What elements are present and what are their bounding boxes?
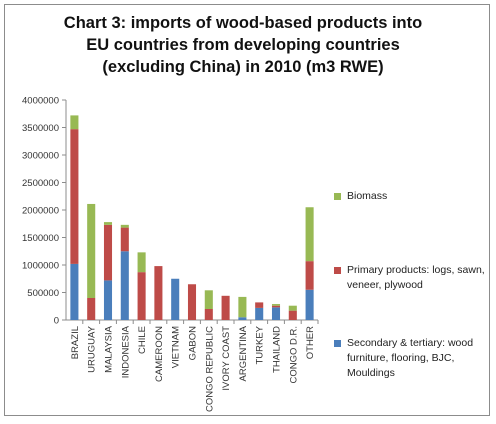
x-tick-label-brazil: BRAZIL: [70, 326, 81, 359]
y-tick-label: 4000000: [22, 96, 59, 107]
bar-segment-congo-d-r--s2: [288, 305, 297, 311]
bar-segment-indonesia-s0: [120, 251, 129, 320]
y-tick-label: 1500000: [22, 233, 59, 244]
legend-label: Biomass: [347, 190, 388, 202]
bar-segment-indonesia-s2: [120, 224, 129, 228]
chart-title: Chart 3: imports of wood-based products …: [0, 12, 486, 78]
bar-segment-brazil-s0: [70, 263, 79, 320]
bar-segment-thailand-s1: [271, 305, 281, 308]
x-tick-label-congo-republic: CONGO REPUBLIC: [204, 326, 215, 412]
bar-segment-other-s0: [305, 289, 314, 320]
bar-segment-brazil-s1: [70, 129, 79, 264]
bar-segment-brazil-s2: [70, 115, 79, 130]
bar-segment-argentina-s0: [238, 317, 247, 320]
x-tick-label-thailand: THAILAND: [272, 326, 283, 373]
x-tick-label-chile: CHILE: [137, 326, 148, 354]
bar-segment-thailand-s0: [271, 307, 281, 320]
bar-segment-chile-s1: [137, 272, 146, 320]
x-tick-label-indonesia: INDONESIA: [120, 325, 131, 378]
legend-item: Secondary & tertiary: wood furniture, fl…: [334, 336, 496, 381]
y-tick-label: 0: [54, 316, 59, 327]
bar-segment-gabon-s1: [187, 284, 197, 320]
y-tick-label: 3500000: [22, 123, 59, 134]
x-tick-label-other: OTHER: [305, 326, 316, 359]
bar-segment-turkey-s1: [255, 302, 264, 308]
x-tick-label-ivory-coast: IVORY COAST: [221, 326, 232, 391]
y-tick-label: 2500000: [22, 178, 59, 189]
bar-segment-ivory-coast-s1: [221, 295, 230, 320]
bar-segment-congo-republic-s1: [204, 309, 213, 320]
legend-swatch: [334, 340, 341, 347]
x-tick-label-malaysia: MALAYSIA: [104, 325, 115, 372]
x-tick-label-congo-d-r-: CONGO D.R.: [288, 326, 299, 384]
bar-segment-malaysia-s0: [103, 280, 113, 320]
bar-segment-uruguay-s2: [87, 203, 96, 298]
y-tick-label: 3000000: [22, 151, 59, 162]
legend-item: Primary products: logs, sawn, veneer, pl…: [334, 263, 496, 293]
bar-segment-vietnam-s0: [171, 278, 180, 320]
bar-segment-thailand-s2: [271, 304, 281, 306]
x-tick-label-uruguay: URUGUAY: [87, 325, 98, 372]
y-tick-label: 500000: [27, 288, 59, 299]
bar-segment-malaysia-s2: [103, 222, 113, 225]
chart-title-line-2: EU countries from developing countries: [86, 36, 400, 54]
bar-segment-uruguay-s1: [87, 298, 96, 320]
bar-segment-indonesia-s1: [120, 227, 129, 252]
y-tick-label: 2000000: [22, 206, 59, 217]
bar-segment-chile-s2: [137, 252, 146, 273]
bar-segment-other-s2: [305, 207, 314, 262]
chart-title-line-3: (excluding China) in 2010 (m3 RWE): [102, 58, 384, 76]
bar-segment-turkey-s0: [255, 307, 264, 320]
bar-segment-argentina-s2: [238, 296, 247, 318]
x-tick-label-turkey: TURKEY: [255, 325, 266, 364]
bar-segment-cameroon-s1: [154, 266, 163, 320]
x-tick-label-vietnam: VIETNAM: [171, 326, 182, 368]
y-tick-label: 1000000: [22, 261, 59, 272]
legend-label: Secondary & tertiary: wood furniture, fl…: [347, 337, 474, 379]
chart-frame: [4, 4, 490, 416]
bar-segment-congo-republic-s2: [204, 290, 213, 309]
bar-segment-malaysia-s1: [103, 224, 113, 281]
chart-title-line-1: Chart 3: imports of wood-based products …: [63, 14, 423, 32]
legend-swatch: [334, 267, 341, 274]
bar-segment-congo-d-r--s1: [288, 310, 297, 320]
x-tick-label-gabon: GABON: [188, 326, 199, 360]
legend-swatch: [334, 193, 341, 200]
bar-segment-other-s1: [305, 261, 314, 290]
x-tick-label-cameroon: CAMEROON: [154, 326, 165, 382]
legend-label: Primary products: logs, sawn, veneer, pl…: [347, 264, 485, 291]
x-tick-label-argentina: ARGENTINA: [238, 325, 249, 381]
legend-item: Biomass: [334, 189, 496, 204]
